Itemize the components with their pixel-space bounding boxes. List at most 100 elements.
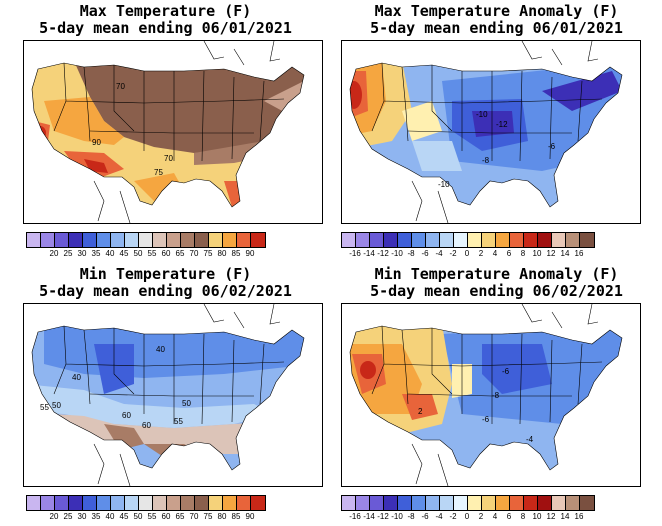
color-swatch	[223, 496, 237, 510]
color-swatch	[454, 496, 468, 510]
color-swatch	[125, 233, 139, 247]
tick-label: 60	[161, 512, 171, 521]
panel-subtitle: 5-day mean ending 06/02/2021	[370, 282, 623, 300]
color-swatch	[97, 496, 111, 510]
color-swatch	[356, 233, 370, 247]
tick-label: 25	[63, 249, 73, 258]
color-swatch	[496, 496, 510, 510]
color-swatch	[482, 496, 496, 510]
tick-label: 50	[133, 512, 143, 521]
panel-subtitle: 5-day mean ending 06/01/2021	[39, 19, 292, 37]
color-swatch	[125, 496, 139, 510]
tick-label: 80	[217, 249, 227, 258]
map-max-temperature: 70 90 70 75	[23, 40, 323, 224]
tick-label: 65	[175, 249, 185, 258]
tick-label: -8	[407, 249, 415, 258]
tick-label: 16	[574, 512, 584, 521]
color-swatch	[83, 233, 97, 247]
color-swatch	[223, 233, 237, 247]
color-swatch	[384, 496, 398, 510]
contour-label: 55	[40, 403, 49, 412]
tick-label: -10	[391, 512, 403, 521]
tick-label: 0	[464, 249, 470, 258]
tick-label: 0	[464, 512, 470, 521]
color-swatch	[27, 233, 41, 247]
contour-label: -10	[476, 110, 488, 119]
tick-label: 90	[245, 249, 255, 258]
contour-label: 50	[52, 401, 61, 410]
tick-label: -2	[449, 249, 457, 258]
contour-label: -6	[502, 367, 510, 376]
tick-label: 80	[217, 512, 227, 521]
contour-label: -6	[548, 142, 556, 151]
tick-label: 14	[560, 249, 570, 258]
tick-label: 30	[77, 512, 87, 521]
color-swatch	[342, 496, 356, 510]
tick-label: 20	[49, 512, 59, 521]
panel-min-temperature-anomaly: Min Temperature Anomaly (F) 5-day mean e…	[331, 263, 662, 526]
tick-label: 35	[91, 512, 101, 521]
tick-label: -16	[349, 249, 361, 258]
contour-label: 70	[164, 154, 173, 163]
color-swatch	[552, 496, 566, 510]
tick-label: 4	[492, 249, 498, 258]
tick-label: 12	[546, 249, 556, 258]
tick-label: 12	[546, 512, 556, 521]
color-swatch	[426, 233, 440, 247]
panel-subtitle: 5-day mean ending 06/01/2021	[370, 19, 623, 37]
panel-title: Max Temperature (F)	[79, 2, 252, 20]
color-swatch	[398, 496, 412, 510]
color-swatch	[342, 233, 356, 247]
contour-label: 55	[174, 417, 183, 426]
panel-title: Min Temperature (F)	[79, 265, 252, 283]
color-scale-bar	[26, 232, 266, 248]
map-max-temperature-anomaly: -10 -12 -8 -6 -10	[341, 40, 641, 224]
color-swatch	[538, 233, 552, 247]
tick-label: 40	[105, 249, 115, 258]
contour-label: 40	[156, 345, 165, 354]
color-swatch	[41, 233, 55, 247]
color-swatch	[510, 496, 524, 510]
color-swatch	[440, 233, 454, 247]
color-swatch	[510, 233, 524, 247]
tick-label: 6	[506, 512, 512, 521]
color-swatch	[356, 496, 370, 510]
panel-subtitle: 5-day mean ending 06/02/2021	[39, 282, 292, 300]
color-swatch	[538, 496, 552, 510]
panel-max-temperature-anomaly: Max Temperature Anomaly (F) 5-day mean e…	[331, 0, 662, 263]
color-scale-ticks: 20 25 30 35 40 45 50 55 60 65 70 75 80 85 90	[26, 512, 326, 522]
tick-label: -6	[421, 249, 429, 258]
color-swatch	[398, 233, 412, 247]
color-swatch	[167, 233, 181, 247]
tick-label: -14	[363, 249, 375, 258]
color-swatch	[370, 233, 384, 247]
color-swatch	[97, 233, 111, 247]
tick-label: 20	[49, 249, 59, 258]
color-swatch	[41, 496, 55, 510]
tick-label: 10	[532, 249, 542, 258]
tick-label: 4	[492, 512, 498, 521]
tick-label: 45	[119, 512, 129, 521]
color-swatch	[412, 496, 426, 510]
color-swatch	[69, 496, 83, 510]
contour-label: 40	[72, 373, 81, 382]
contour-label: -12	[496, 120, 508, 129]
map-min-temperature: 40 40 50 50 55 60 60 55	[23, 303, 323, 487]
tick-label: 55	[147, 249, 157, 258]
color-scale-ticks: 20 25 30 35 40 45 50 55 60 65 70 75 80 85 90	[26, 249, 326, 259]
color-swatch	[496, 233, 510, 247]
color-swatch	[440, 496, 454, 510]
tick-label: 65	[175, 512, 185, 521]
color-swatch	[195, 233, 209, 247]
color-swatch	[237, 496, 251, 510]
color-swatch	[181, 496, 195, 510]
color-scale-bar	[341, 232, 595, 248]
color-swatch	[209, 233, 223, 247]
tick-label: 50	[133, 249, 143, 258]
tick-label: 14	[560, 512, 570, 521]
color-swatch	[55, 233, 69, 247]
color-swatch	[27, 496, 41, 510]
contour-label: 70	[116, 82, 125, 91]
tick-label: 60	[161, 249, 171, 258]
color-swatch	[468, 496, 482, 510]
